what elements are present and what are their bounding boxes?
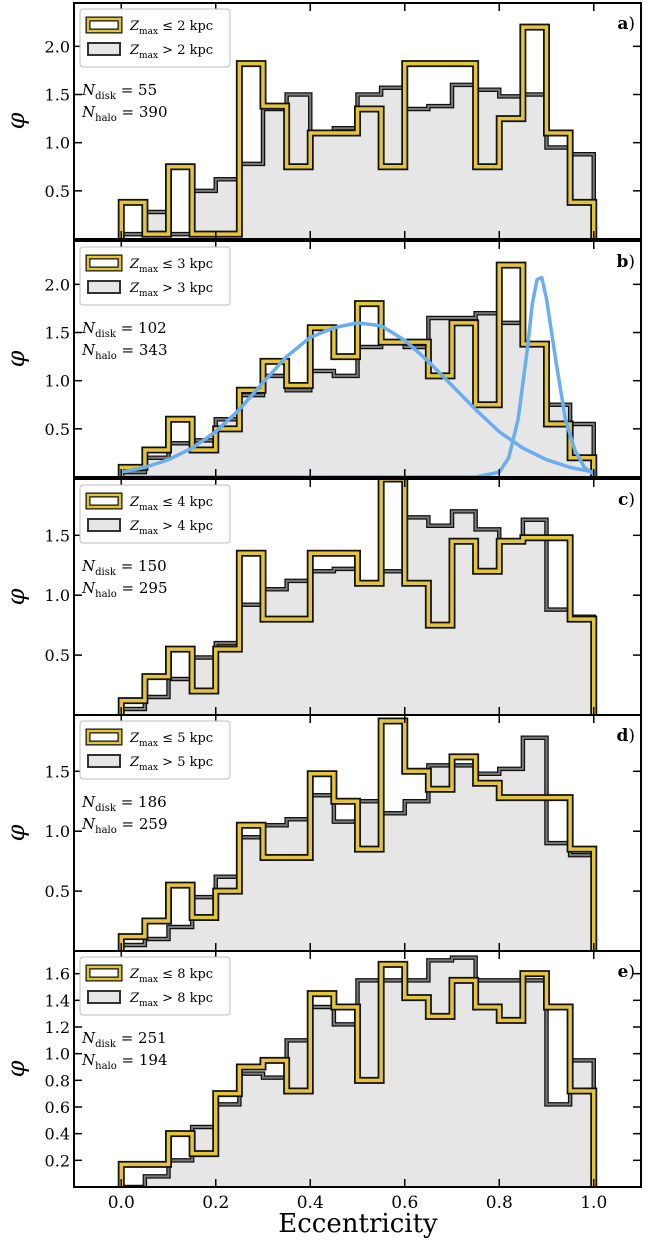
y-axis-label: φ: [2, 1060, 30, 1077]
x-axis-label: Eccentricity: [278, 1209, 438, 1239]
y-tick-label: 0.5: [45, 182, 70, 201]
disk-histogram: [119, 962, 596, 1187]
plot-area: [117, 23, 598, 239]
y-tick-label: 1.5: [45, 526, 70, 545]
y-tick-label: 1.4: [45, 991, 70, 1010]
y-tick-label: 0.8: [45, 1071, 70, 1090]
x-tick-label: 0.4: [297, 1193, 324, 1213]
x-tick-label: 0.6: [391, 1193, 418, 1213]
y-axis-label: φ: [2, 350, 30, 367]
panel-letter: e): [618, 962, 635, 982]
y-tick-label: 1.5: [45, 324, 70, 343]
y-axis-labels: φ φ φ φ φ: [2, 112, 30, 1077]
panel-d: 0.5 1.0 1.5 Zmax ≤ 5 kpc Zmax > 5 kpc Ndisk =…: [45, 714, 642, 952]
legend-label: Zmax ≤ 2 kpc: [129, 19, 213, 37]
legend-label: Zmax > 4 kpc: [129, 519, 213, 537]
panel-e: 0.20.40.60.81.01.21.41.6 Zmax ≤ 8 kpcZmax…: [45, 950, 642, 1188]
legend-swatch-halo: [87, 990, 121, 1004]
x-tick-label: 0.0: [108, 1193, 135, 1213]
legend-label: Zmax > 3 kpc: [129, 281, 213, 299]
count-label-halo: Nhalo = 390: [81, 103, 168, 124]
legend: Zmax ≤ 5 kpc Zmax > 5 kpc: [79, 720, 231, 780]
panel-letter: d): [616, 726, 635, 746]
legend-label: Zmax ≤ 5 kpc: [129, 731, 213, 749]
legend-label: Zmax > 2 kpc: [129, 43, 213, 61]
legend-swatch-halo: [87, 42, 121, 56]
y-tick-label: 0.2: [45, 1151, 70, 1170]
y-tick-label: 0.5: [45, 420, 70, 439]
y-tick-label: 0.5: [45, 646, 70, 665]
count-label-halo: Nhalo = 194: [81, 1051, 168, 1072]
x-tick-label: 1.0: [580, 1193, 607, 1213]
y-tick-label: 2.0: [45, 275, 70, 294]
plot-area: [117, 261, 598, 477]
x-tick-labels: 0.0 0.2 0.4 0.6 0.8 1.0: [108, 1193, 608, 1213]
y-tick-label: 0.4: [45, 1125, 70, 1144]
y-tick-label: 0.6: [45, 1098, 70, 1117]
panel-frame: [73, 240, 642, 478]
legend: Zmax ≤ 8 kpc Zmax > 8 kpc: [79, 956, 231, 1016]
x-tick-label: 0.2: [202, 1193, 229, 1213]
y-tick-label: 1.0: [45, 372, 70, 391]
count-label-disk: Ndisk = 102: [81, 319, 167, 340]
legend-label: Zmax ≤ 8 kpc: [129, 967, 213, 985]
legend-swatch-disk: [86, 965, 122, 981]
legend: Zmax ≤ 4 kpc Zmax > 4 kpc: [79, 484, 231, 544]
legend-swatch-halo: [87, 754, 121, 768]
disk-histogram: [119, 719, 596, 951]
count-label-disk: Ndisk = 186: [81, 793, 167, 814]
y-tick-label: 0.5: [45, 882, 70, 901]
fit-curve-2: [119, 275, 596, 477]
legend-label: Zmax > 5 kpc: [129, 755, 213, 773]
y-tick-label: 1.2: [45, 1018, 70, 1037]
legend-swatch-halo: [87, 518, 121, 532]
disk-histogram: [119, 263, 596, 477]
y-tick-label: 1.5: [45, 86, 70, 105]
panel-frame: [73, 950, 642, 1188]
panel-letter: c): [618, 490, 635, 510]
count-label-halo: Nhalo = 343: [81, 341, 168, 362]
plot-area: [117, 955, 598, 1187]
legend: Zmax ≤ 3 kpc Zmax > 3 kpc: [79, 246, 231, 306]
panel-a: 0.5 1.0 1.5 2.0 Zmax ≤ 2 kpc Zmax > 2 kpc Ndis…: [45, 2, 642, 240]
panel-b: 0.5 1.0 1.5 2.0 Zmax ≤ 3 kpc Zmax > 3 kpc Ndis…: [45, 240, 642, 478]
plot-area: [117, 717, 598, 951]
panel-c: 0.5 1.0 1.5 Zmax ≤ 4 kpc Zmax > 4 kpc Ndisk =…: [45, 478, 642, 716]
panel-frame: [73, 2, 642, 240]
panel-letter: a): [617, 14, 635, 34]
disk-histogram: [119, 479, 596, 715]
legend: Zmax ≤ 2 kpc Zmax > 2 kpc: [79, 8, 231, 68]
legend-label: Zmax ≤ 3 kpc: [129, 257, 213, 275]
panels: 0.5 1.0 1.5 2.0 Zmax ≤ 2 kpc Zmax > 2 kpc Ndis…: [45, 2, 642, 1188]
legend-swatch-disk: [86, 493, 122, 509]
count-label-halo: Nhalo = 295: [81, 579, 168, 600]
x-tick-label: 0.8: [486, 1193, 513, 1213]
y-tick-label: 1.0: [45, 1045, 70, 1064]
y-tick-label: 1.0: [45, 134, 70, 153]
y-axis-label: φ: [2, 588, 30, 605]
legend-swatch-disk: [86, 17, 122, 33]
count-label-disk: Ndisk = 55: [81, 81, 157, 102]
y-tick-label: 1.6: [45, 965, 70, 984]
count-label-halo: Nhalo = 259: [81, 815, 168, 836]
legend-swatch-disk: [86, 729, 122, 745]
y-axis-label: φ: [2, 824, 30, 841]
plot-area: [117, 479, 598, 715]
legend-label: Zmax > 8 kpc: [129, 991, 213, 1009]
legend-swatch-halo: [87, 280, 121, 294]
panel-letter: b): [616, 252, 635, 272]
count-label-disk: Ndisk = 251: [81, 1029, 167, 1050]
count-label-disk: Ndisk = 150: [81, 557, 167, 578]
y-axis-label: φ: [2, 112, 30, 129]
y-tick-label: 1.5: [45, 762, 70, 781]
fit-curve-1: [119, 321, 596, 474]
legend-label: Zmax ≤ 4 kpc: [129, 495, 213, 513]
legend-swatch-disk: [86, 255, 122, 271]
disk-histogram: [119, 25, 596, 239]
y-tick-label: 2.0: [45, 37, 70, 56]
y-tick-label: 1.0: [45, 822, 70, 841]
y-tick-label: 1.0: [45, 586, 70, 605]
